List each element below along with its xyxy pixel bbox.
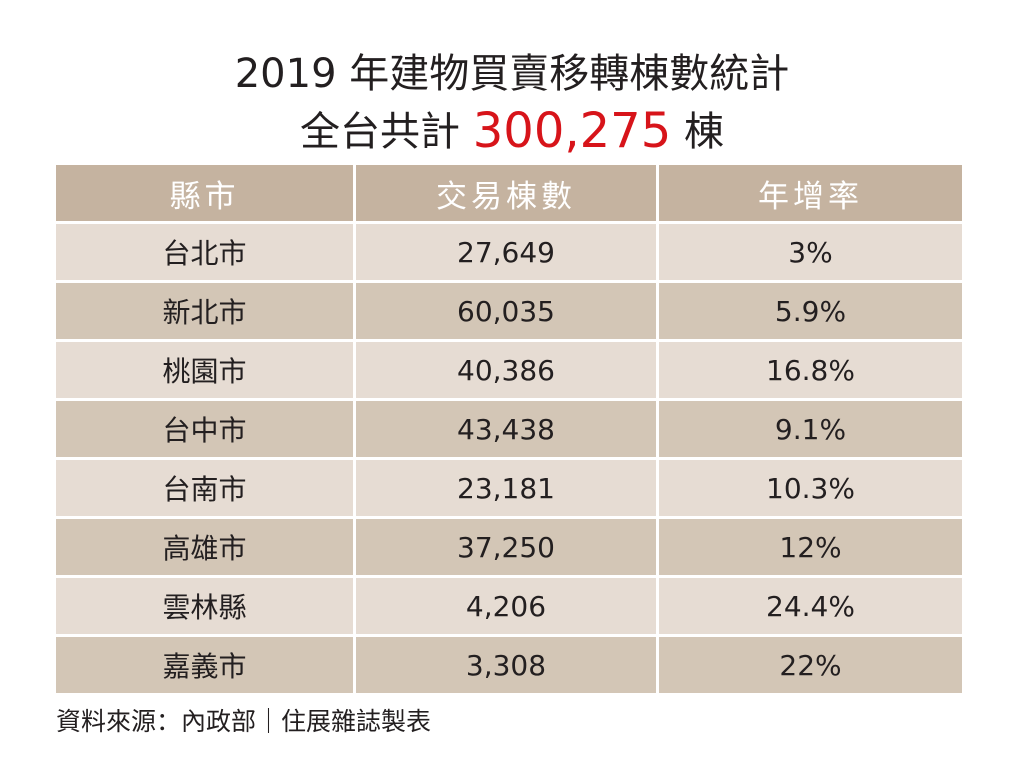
cell-growth-rate: 9.1% [659,401,962,460]
cell-transactions: 60,035 [356,283,659,342]
table-row: 高雄市 37,250 12% [56,519,962,578]
cell-growth-rate: 22% [659,637,962,693]
cell-transactions: 27,649 [356,224,659,283]
header-growth-rate: 年增率 [659,165,962,224]
table-row: 嘉義市 3,308 22% [56,637,962,693]
page-title: 2019 年建物買賣移轉棟數統計 [234,51,790,97]
cell-transactions: 23,181 [356,460,659,519]
cell-city: 雲林縣 [56,578,356,637]
cell-growth-rate: 16.8% [659,342,962,401]
cell-city: 桃園市 [56,342,356,401]
table-row: 雲林縣 4,206 24.4% [56,578,962,637]
cell-transactions: 40,386 [356,342,659,401]
cell-city: 台南市 [56,460,356,519]
cell-growth-rate: 10.3% [659,460,962,519]
header-transactions: 交易棟數 [356,165,659,224]
cell-city: 高雄市 [56,519,356,578]
table-row: 台南市 23,181 10.3% [56,460,962,519]
page-subtitle: 全台共計 300,275 棟 [0,107,1024,156]
table-row: 台中市 43,438 9.1% [56,401,962,460]
subtitle-prefix: 全台共計 [300,109,473,155]
source-note: 資料來源：內政部｜住展雜誌製表 [56,707,432,736]
cell-city: 台北市 [56,224,356,283]
cell-growth-rate: 3% [659,224,962,283]
cell-transactions: 43,438 [356,401,659,460]
header-city: 縣市 [56,165,356,224]
cell-transactions: 4,206 [356,578,659,637]
subtitle-suffix: 棟 [671,109,724,155]
cell-growth-rate: 24.4% [659,578,962,637]
cell-transactions: 37,250 [356,519,659,578]
table-row: 桃園市 40,386 16.8% [56,342,962,401]
cell-city: 台中市 [56,401,356,460]
table-row: 新北市 60,035 5.9% [56,283,962,342]
cell-growth-rate: 5.9% [659,283,962,342]
total-count-value: 300,275 [472,103,672,159]
statistics-table: 縣市 交易棟數 年增率 台北市 27,649 3% 新北市 60,035 5.9… [56,165,962,693]
cell-growth-rate: 12% [659,519,962,578]
table-header-row: 縣市 交易棟數 年增率 [56,165,962,224]
cell-transactions: 3,308 [356,637,659,693]
table-row: 台北市 27,649 3% [56,224,962,283]
cell-city: 嘉義市 [56,637,356,693]
cell-city: 新北市 [56,283,356,342]
